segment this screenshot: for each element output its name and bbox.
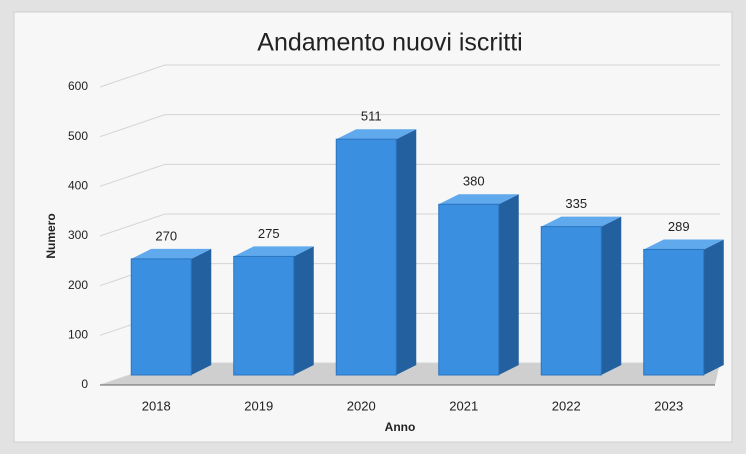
data-label: 335 — [565, 196, 587, 211]
y-tick-label: 200 — [68, 278, 88, 292]
y-tick-label: 600 — [68, 79, 88, 93]
bar-side — [601, 216, 622, 375]
bar — [233, 255, 295, 376]
x-tick-label: 2021 — [449, 398, 478, 413]
x-tick-label: 2023 — [654, 398, 683, 413]
data-label: 270 — [155, 228, 177, 243]
bar — [540, 226, 602, 376]
grid-line — [99, 114, 720, 138]
y-tick-label: 300 — [68, 228, 88, 242]
bar-top — [131, 248, 212, 259]
x-tick-label: 2020 — [347, 398, 376, 413]
bar-top — [438, 194, 519, 205]
y-tick-label: 0 — [81, 377, 88, 391]
x-tick-label: 2022 — [552, 398, 581, 413]
bar-side — [396, 129, 417, 375]
x-axis-label: Anno — [385, 420, 416, 434]
bar — [643, 248, 705, 376]
x-tick-label: 2019 — [244, 398, 273, 413]
x-tick-label: 2018 — [142, 398, 171, 413]
data-label: 511 — [361, 109, 382, 124]
y-axis-label: Numero — [44, 213, 58, 258]
bar — [438, 203, 500, 376]
grid-line — [99, 213, 720, 237]
chart-title: Andamento nuovi iscritti — [257, 29, 522, 57]
y-tick-label: 100 — [68, 328, 88, 342]
grid-line — [99, 64, 720, 88]
bar-top — [541, 216, 622, 227]
bar-side — [191, 248, 212, 375]
bar-side — [703, 239, 724, 375]
bar-side — [293, 246, 314, 375]
bar-side — [498, 194, 519, 375]
data-label: 275 — [258, 226, 280, 241]
data-label: 289 — [668, 219, 690, 234]
bar-top — [233, 246, 314, 257]
bar — [130, 258, 192, 376]
y-tick-label: 500 — [68, 129, 88, 143]
y-tick-label: 400 — [68, 179, 88, 193]
bar-top — [336, 129, 417, 140]
bar — [335, 138, 397, 376]
data-label: 380 — [463, 174, 485, 189]
bar-top — [643, 239, 724, 250]
grid-line — [99, 163, 720, 187]
